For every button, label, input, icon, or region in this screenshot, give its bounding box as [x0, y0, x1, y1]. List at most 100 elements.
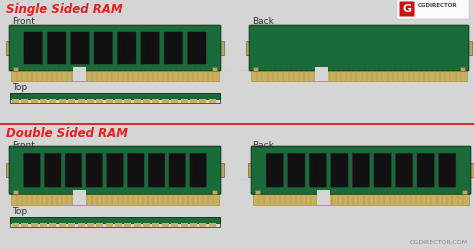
FancyBboxPatch shape	[86, 153, 103, 187]
Text: CGDIRECTOR.COM: CGDIRECTOR.COM	[410, 240, 468, 245]
Bar	[73, 190, 86, 205]
FancyBboxPatch shape	[352, 153, 370, 187]
Bar	[11, 68, 219, 81]
Bar	[115, 99, 122, 103]
FancyBboxPatch shape	[65, 153, 82, 187]
Text: CGDIRECTOR: CGDIRECTOR	[418, 2, 457, 7]
FancyBboxPatch shape	[107, 153, 123, 187]
Bar	[181, 223, 188, 227]
Bar	[246, 41, 251, 55]
Text: Back: Back	[252, 141, 274, 150]
Bar	[251, 68, 467, 81]
Bar	[31, 99, 38, 103]
FancyBboxPatch shape	[251, 146, 471, 194]
Bar	[40, 223, 47, 227]
Bar	[6, 41, 11, 55]
FancyBboxPatch shape	[190, 153, 207, 187]
Bar	[253, 67, 258, 71]
Bar	[10, 93, 220, 103]
FancyBboxPatch shape	[128, 153, 144, 187]
Bar	[87, 99, 94, 103]
Bar	[49, 223, 56, 227]
FancyBboxPatch shape	[9, 25, 221, 71]
FancyBboxPatch shape	[187, 32, 206, 64]
Bar	[106, 99, 113, 103]
Bar	[96, 99, 103, 103]
Bar	[212, 190, 217, 194]
Bar	[124, 99, 131, 103]
Bar	[162, 223, 169, 227]
Bar	[219, 163, 224, 177]
FancyBboxPatch shape	[309, 153, 327, 187]
Bar	[134, 223, 141, 227]
FancyBboxPatch shape	[148, 153, 165, 187]
Bar	[115, 223, 122, 227]
Bar	[21, 99, 28, 103]
Bar	[68, 99, 75, 103]
FancyBboxPatch shape	[164, 32, 183, 64]
Bar	[162, 99, 169, 103]
FancyBboxPatch shape	[400, 1, 414, 16]
Text: Back: Back	[252, 17, 274, 26]
Bar	[209, 223, 216, 227]
Bar	[460, 67, 465, 71]
Bar	[469, 163, 474, 177]
Bar	[31, 223, 38, 227]
Bar	[40, 99, 47, 103]
Text: Top: Top	[12, 207, 27, 216]
Bar	[253, 191, 469, 205]
Bar	[190, 223, 197, 227]
Bar	[13, 190, 18, 194]
Text: G: G	[402, 4, 411, 14]
Bar	[12, 223, 19, 227]
FancyBboxPatch shape	[141, 32, 159, 64]
Bar	[6, 163, 11, 177]
Bar	[171, 99, 178, 103]
FancyBboxPatch shape	[395, 153, 413, 187]
Bar	[134, 99, 141, 103]
Bar	[10, 217, 220, 227]
Bar	[467, 41, 472, 55]
FancyBboxPatch shape	[374, 153, 391, 187]
FancyBboxPatch shape	[24, 32, 43, 64]
Bar	[106, 223, 113, 227]
FancyBboxPatch shape	[169, 153, 186, 187]
Bar	[21, 223, 28, 227]
Bar	[49, 99, 56, 103]
Bar	[59, 99, 66, 103]
Bar	[10, 93, 220, 99]
FancyBboxPatch shape	[44, 153, 61, 187]
FancyBboxPatch shape	[288, 153, 305, 187]
FancyBboxPatch shape	[331, 153, 348, 187]
Bar	[190, 99, 197, 103]
Text: Single Sided RAM: Single Sided RAM	[6, 3, 123, 16]
Bar	[181, 99, 188, 103]
Bar	[171, 223, 178, 227]
Bar	[10, 217, 220, 223]
Bar	[153, 223, 159, 227]
Bar	[143, 99, 150, 103]
FancyBboxPatch shape	[266, 153, 283, 187]
Text: Top: Top	[12, 83, 27, 92]
Bar	[96, 223, 103, 227]
Bar	[87, 223, 94, 227]
Bar	[212, 67, 217, 71]
Bar	[78, 223, 84, 227]
FancyBboxPatch shape	[438, 153, 456, 187]
Bar	[199, 99, 206, 103]
Bar	[68, 223, 75, 227]
Text: Double Sided RAM: Double Sided RAM	[6, 127, 128, 140]
FancyBboxPatch shape	[249, 25, 469, 71]
Bar	[13, 67, 18, 71]
Text: Front: Front	[12, 17, 35, 26]
Bar	[219, 41, 224, 55]
Bar	[199, 223, 206, 227]
FancyBboxPatch shape	[47, 32, 66, 64]
FancyBboxPatch shape	[9, 146, 221, 194]
FancyBboxPatch shape	[94, 32, 113, 64]
Text: Front: Front	[12, 141, 35, 150]
Bar	[59, 223, 66, 227]
Bar	[318, 190, 330, 205]
Bar	[209, 99, 216, 103]
Bar	[11, 191, 219, 205]
